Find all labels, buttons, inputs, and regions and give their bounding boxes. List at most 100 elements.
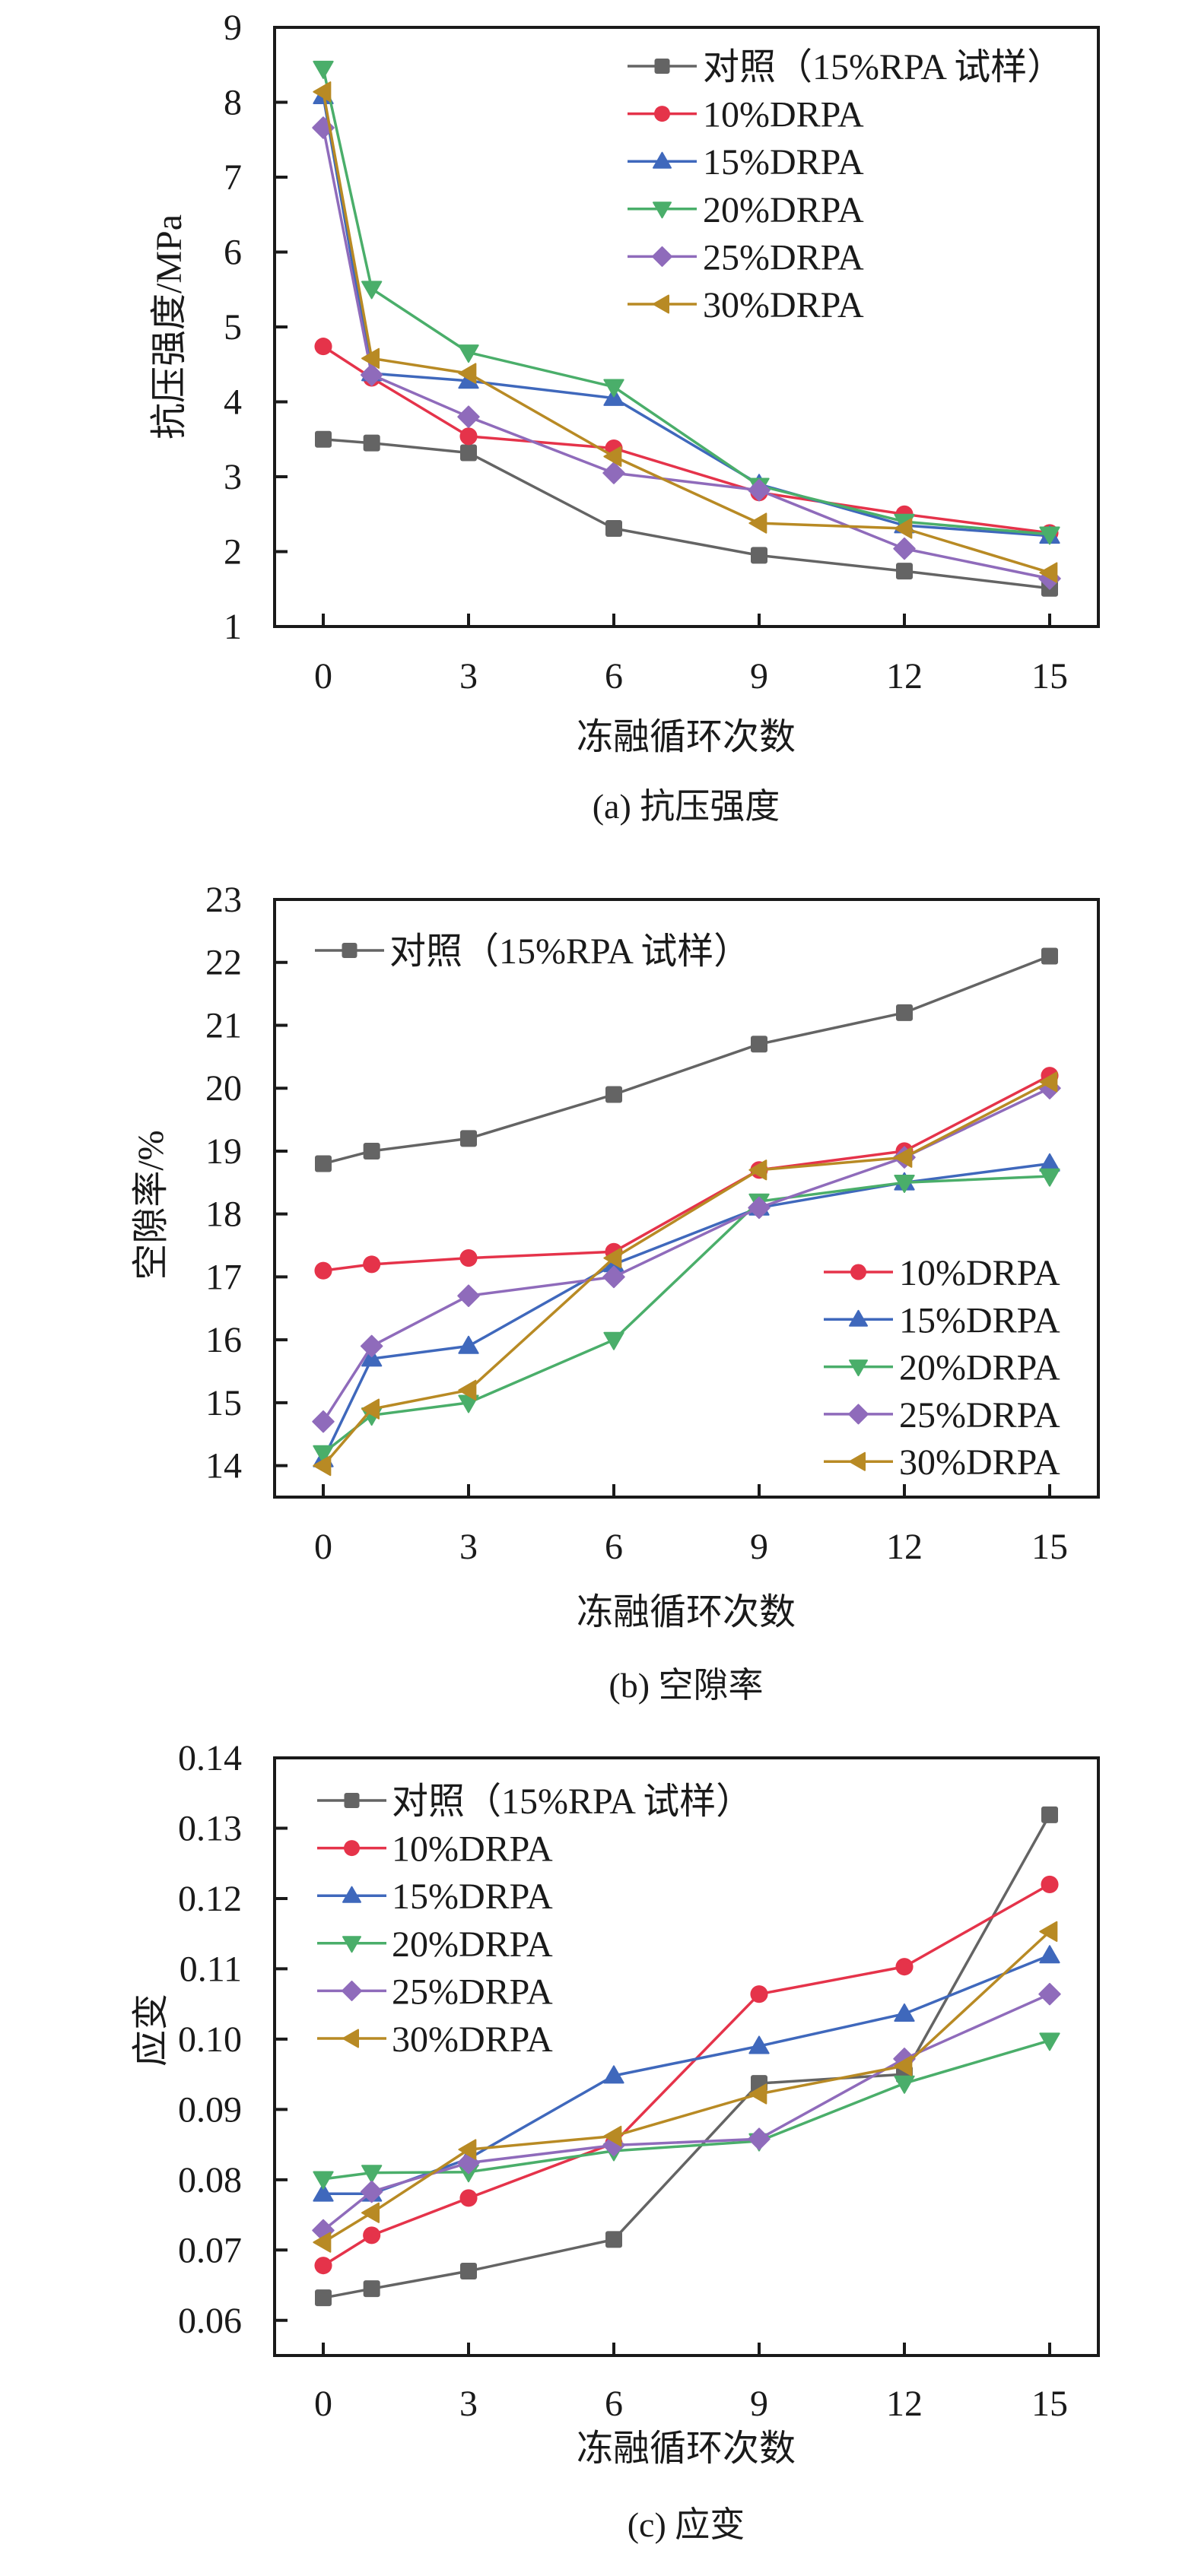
legend-label: 10%DRPA [703,95,864,135]
data-point-d20 [313,60,334,79]
legend-item-d15: 15%DRPA [824,1300,1060,1340]
series-d15 [313,85,1060,544]
chart-strain: 0 3 6 9 12 15 0.06 0.07 0.08 0.09 0.10 0.11 0.12 0.13… [131,1738,1100,2544]
data-point-d15 [313,2183,334,2202]
y-tick-label: 2 [224,532,242,573]
data-point-d10 [895,1958,914,1976]
data-point-control [315,1155,332,1172]
legend-marker-circle [344,1840,360,1857]
y-tick-label: 18 [205,1194,242,1235]
y-tick-label: 0.12 [178,1879,242,1919]
data-point-d25 [893,537,916,560]
series-line-d20 [322,68,1050,536]
data-point-d30 [894,518,913,539]
x-tick-label: 15 [1031,1527,1068,1567]
data-point-d20 [458,344,479,363]
data-point-d25 [1038,1982,1061,2006]
legend-label: 20%DRPA [392,1924,553,1965]
data-point-control [751,547,767,564]
data-point-control [460,2263,477,2280]
y-tick-label: 15 [205,1383,242,1423]
legend-marker-triangle-up [849,1309,868,1327]
data-point-d10 [459,2189,478,2207]
ticks: 0 3 6 9 12 15 0.06 0.07 0.08 0.09 0.10 0.11 0.12 0.13… [178,1738,1068,2424]
data-point-d20 [313,2171,334,2190]
legend-label: 对照（15%RPA 试样） [703,47,1063,87]
data-point-d25 [748,2127,771,2150]
data-point-d30 [603,1247,622,1269]
legend-label: 20%DRPA [899,1348,1060,1388]
series-group [312,947,1061,1477]
y-tick-label: 1 [224,607,242,647]
y-tick-label: 8 [224,83,242,123]
legend-marker-circle [654,106,670,122]
legend-marker-triangle-down [653,201,672,219]
x-tick-label: 15 [1031,656,1068,696]
data-point-d15 [361,1348,383,1367]
y-tick-label: 0.13 [178,1808,242,1848]
legend-marker-circle [850,1264,866,1280]
data-point-d30 [748,512,767,534]
data-point-control [896,563,913,580]
x-tick-label: 12 [886,1527,923,1567]
data-point-d10 [363,1255,381,1274]
x-tick-label: 0 [314,656,332,696]
legend-marker-diamond [652,246,672,267]
data-point-control [363,434,380,452]
legend-item-d30: 30%DRPA [317,2019,553,2060]
series-line-d25 [322,127,1050,580]
legend-label: 15%DRPA [899,1300,1060,1340]
legend-marker-square [342,943,357,958]
legend-marker-triangle-up [653,151,672,169]
data-point-control [605,2231,622,2248]
series-line-d30 [322,91,1050,574]
x-axis-title: 冻融循环次数 [577,1592,796,1632]
series-control [315,947,1058,1172]
legend-marker-triangle-left [342,2029,359,2048]
y-tick-label: 16 [205,1320,242,1360]
data-point-d15 [1039,1945,1060,1964]
x-tick-label: 12 [886,2384,923,2424]
legend-item-d30: 30%DRPA [824,1442,1060,1483]
y-tick-label: 0.14 [178,1738,242,1778]
series-group [312,1806,1061,2307]
data-point-d30 [748,1160,767,1181]
data-point-d10 [363,2226,381,2244]
legend-item-d20: 20%DRPA [628,190,864,230]
legend-marker-triangle-down [849,1359,868,1377]
data-point-d30 [313,81,332,103]
data-point-d20 [603,379,624,398]
chart-void-ratio: 0 3 6 9 12 15 14 15 16 17 18 19 20 21 22 23 对照（15%RPA 试… [131,880,1100,1705]
data-point-d25 [457,405,480,428]
series-line-control [323,438,1050,590]
legend-label: 10%DRPA [899,1253,1060,1293]
data-point-control [605,519,622,537]
legend-item-d20: 20%DRPA [317,1924,553,1965]
data-point-d20 [1039,526,1060,545]
legend-label: 25%DRPA [703,237,864,278]
data-point-control [1041,1806,1058,1823]
data-point-d25 [602,462,625,484]
legend-marker-square [654,59,670,74]
y-tick-label: 0.07 [178,2230,242,2270]
legend-label: 10%DRPA [392,1829,553,1870]
x-tick-label: 0 [314,2384,332,2424]
data-point-d25 [457,1284,480,1307]
data-point-d25 [602,1265,625,1289]
legend-item-d10: 10%DRPA [317,1829,553,1870]
y-tick-label: 3 [224,457,242,497]
legend-label: 30%DRPA [392,2019,553,2060]
y-tick-label: 21 [205,1005,242,1045]
legend-item-d20: 20%DRPA [824,1348,1060,1388]
data-point-d30 [748,2083,767,2105]
data-point-d20 [313,1445,334,1464]
x-tick-label: 3 [459,2384,478,2424]
data-point-control [315,430,332,448]
data-point-control [363,2280,380,2298]
y-axis-title: 空隙率/% [131,1130,171,1280]
chart-caption: (b) 空隙率 [609,1666,763,1705]
legend-item-d15: 15%DRPA [628,142,864,182]
legend-label: 30%DRPA [899,1442,1060,1483]
